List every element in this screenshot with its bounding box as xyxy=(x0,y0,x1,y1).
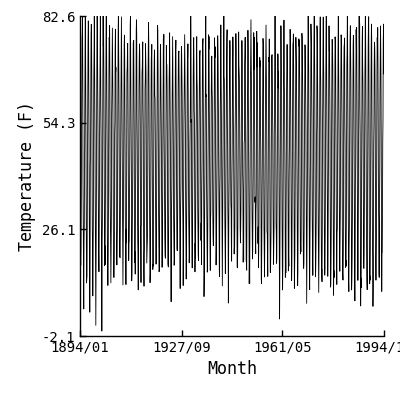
X-axis label: Month: Month xyxy=(207,360,257,378)
Y-axis label: Temperature (F): Temperature (F) xyxy=(18,101,36,251)
